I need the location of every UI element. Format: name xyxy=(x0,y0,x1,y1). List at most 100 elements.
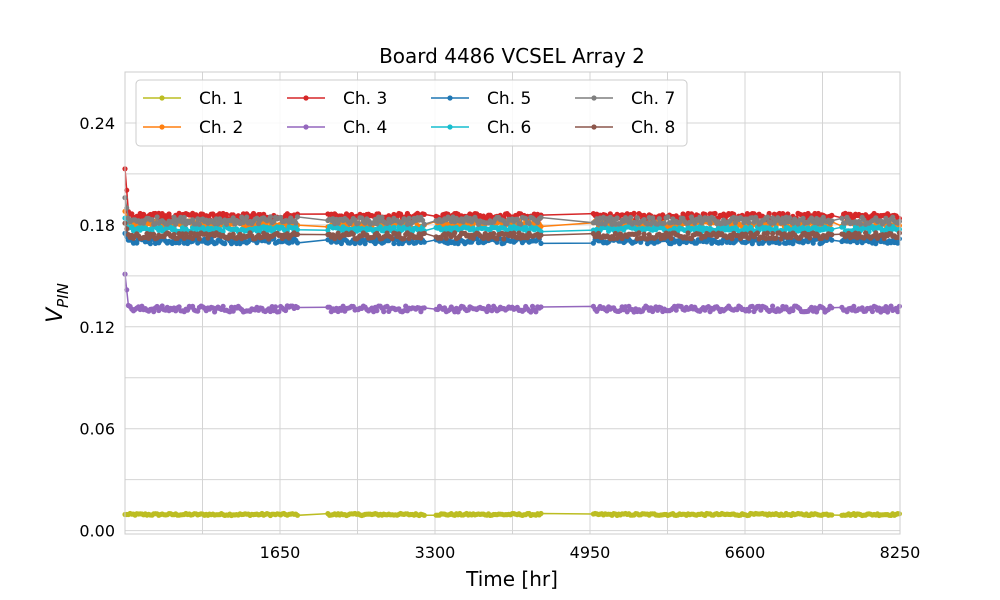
data-point xyxy=(656,216,662,222)
legend-marker xyxy=(591,124,597,130)
data-point xyxy=(732,220,739,226)
data-point xyxy=(418,235,424,241)
data-point xyxy=(786,215,793,221)
legend-item: Ch. 2 xyxy=(143,118,243,138)
data-point xyxy=(697,214,703,220)
data-point xyxy=(176,304,182,310)
y-tick-label: 0.24 xyxy=(79,114,115,133)
data-point xyxy=(396,231,402,237)
data-point xyxy=(729,236,735,242)
data-point xyxy=(800,215,806,221)
data-point xyxy=(421,211,427,217)
data-point xyxy=(494,236,500,242)
data-point xyxy=(890,214,896,220)
data-point xyxy=(278,214,284,221)
data-point xyxy=(795,221,801,227)
data-point xyxy=(421,239,427,245)
data-point xyxy=(538,240,544,246)
data-point xyxy=(294,214,301,220)
series-ch-8 xyxy=(122,220,903,242)
data-point xyxy=(171,231,177,238)
data-point xyxy=(839,215,845,221)
legend-item: Ch. 4 xyxy=(287,118,387,138)
data-point xyxy=(350,231,356,237)
data-point xyxy=(220,303,226,309)
data-point xyxy=(673,307,679,313)
legend-label: Ch. 4 xyxy=(343,118,387,138)
data-point xyxy=(355,220,361,226)
data-point xyxy=(851,303,857,309)
data-point xyxy=(154,214,160,220)
data-point xyxy=(276,309,282,315)
data-point xyxy=(223,211,230,218)
legend-item: Ch. 3 xyxy=(287,89,387,109)
data-point xyxy=(764,214,771,220)
data-point xyxy=(533,309,539,315)
data-point xyxy=(190,235,196,242)
data-point xyxy=(829,232,835,238)
data-point xyxy=(829,218,835,224)
data-point xyxy=(283,307,289,314)
legend-marker xyxy=(303,95,309,101)
legend-label: Ch. 8 xyxy=(631,118,675,138)
data-point xyxy=(764,230,771,236)
legend-label: Ch. 6 xyxy=(487,118,531,138)
data-point xyxy=(634,215,640,221)
data-point xyxy=(661,220,668,226)
legend-marker xyxy=(159,124,165,130)
data-point xyxy=(873,230,879,236)
data-point xyxy=(842,220,848,226)
y-tick-label: 0.12 xyxy=(79,318,115,337)
data-point xyxy=(778,236,784,242)
data-point xyxy=(491,230,497,237)
data-point xyxy=(294,304,301,311)
data-point xyxy=(523,215,529,222)
data-point xyxy=(391,240,397,247)
data-point xyxy=(888,303,894,309)
legend-label: Ch. 5 xyxy=(487,89,531,109)
data-point xyxy=(401,236,407,242)
data-point xyxy=(712,210,718,217)
data-point xyxy=(886,221,892,227)
y-tick-label: 0.06 xyxy=(79,420,115,439)
legend-marker xyxy=(159,95,165,101)
data-point xyxy=(294,227,301,233)
series-ch-7 xyxy=(122,195,903,227)
legend-item: Ch. 5 xyxy=(431,89,531,109)
data-point xyxy=(770,303,776,309)
data-point xyxy=(196,236,202,242)
y-axis-label-subscript: PIN xyxy=(54,283,72,308)
x-tick-label: 8250 xyxy=(880,543,921,562)
data-point xyxy=(707,220,713,226)
x-tick-label: 6600 xyxy=(725,543,766,562)
data-point xyxy=(685,230,691,236)
svg-text:VPIN: VPIN xyxy=(43,283,72,323)
data-point xyxy=(504,221,510,227)
data-point xyxy=(538,304,544,310)
data-point xyxy=(518,221,524,227)
data-point xyxy=(677,219,683,225)
series-ch-1 xyxy=(122,510,903,519)
data-point xyxy=(501,236,507,242)
plot-frame xyxy=(124,71,901,535)
data-point xyxy=(896,218,903,224)
data-point xyxy=(149,217,155,223)
data-point xyxy=(602,221,608,227)
data-point xyxy=(641,231,647,237)
data-point xyxy=(374,308,380,314)
data-point xyxy=(421,230,427,236)
chart-title: Board 4486 VCSEL Array 2 xyxy=(379,44,645,68)
data-point xyxy=(746,308,752,314)
data-point xyxy=(829,212,835,218)
data-point xyxy=(614,215,620,221)
data-point xyxy=(196,221,202,227)
x-tick-label: 4950 xyxy=(570,543,611,562)
legend-item: Ch. 7 xyxy=(575,89,675,109)
data-point xyxy=(379,214,385,220)
data-point xyxy=(829,237,835,243)
data-point xyxy=(526,220,532,226)
legend-label: Ch. 1 xyxy=(199,89,243,109)
x-tick-label: 1650 xyxy=(260,543,301,562)
legend-item: Ch. 6 xyxy=(431,118,531,138)
